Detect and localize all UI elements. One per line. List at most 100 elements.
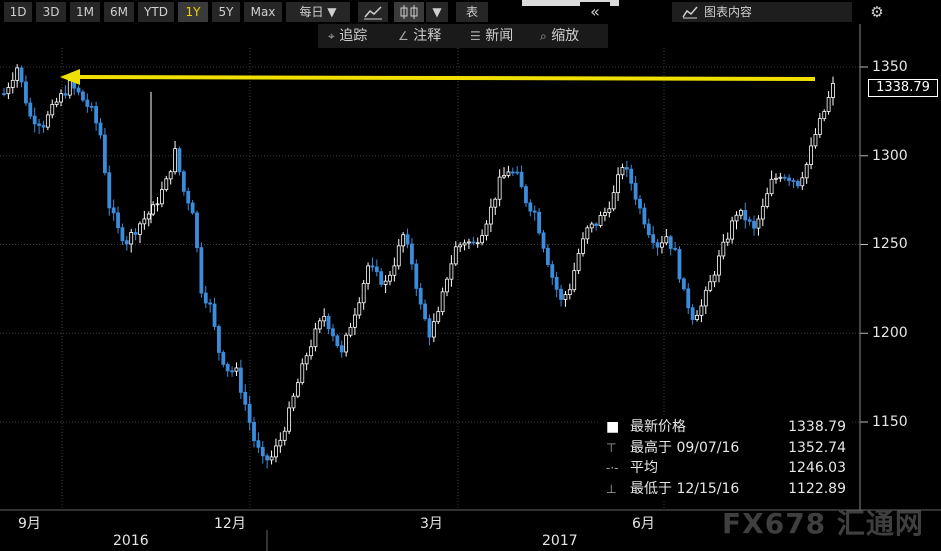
candle-body [550,264,555,278]
candle-body [445,278,449,293]
period-ytd-button[interactable]: YTD [138,2,174,22]
x-tick-jun: 6月 [632,516,655,532]
y-tick-1150: 1150 [872,414,908,430]
candle-body [611,192,616,210]
candle-body [199,247,204,294]
candle-body [331,328,335,337]
candle-body [361,283,366,304]
track-button[interactable]: ⌖ 追踪 [328,24,367,48]
annotate-button[interactable]: ∠ 注释 [398,24,441,48]
table-button[interactable]: 表 [456,2,488,22]
line-chart-icon[interactable] [358,2,388,22]
candle-body [32,115,37,125]
candlestick-icon[interactable] [394,2,424,22]
legend-high-label: 最高于 09/07/16 [630,439,740,456]
candle-body [129,232,134,245]
chart-tools-bar: ⌖ 追踪 ∠ 注释 ☰ 新闻 ⌕ 缩放 [318,24,608,48]
candle-body [730,220,735,240]
candle-body [195,212,199,249]
x-tick-mar: 3月 [420,516,443,532]
candle-body [677,249,682,280]
candle-body [594,223,599,226]
period-1d-button[interactable]: 1D [4,2,32,22]
candle-body [344,334,349,353]
magnifier-icon: ⌕ [540,29,547,43]
news-button[interactable]: ☰ 新闻 [470,24,513,48]
candle-body [743,210,748,221]
candle-body [76,87,81,93]
candle-body [800,177,805,187]
candle-body [651,234,656,244]
candle-body [107,172,112,209]
candle-body [269,456,274,461]
candle-body [668,236,673,249]
x-year-2017: 2017 [542,533,578,549]
chart-legend: ■ 最新价格 1338.79 ⊤ 最高于 09/07/16 1352.74 -·… [600,417,850,501]
candle-body [181,171,186,192]
candle-body [712,274,717,283]
x-tick-sep: 9月 [18,516,41,532]
period-max-button[interactable]: Max [244,2,282,22]
candle-body [532,210,537,213]
candle-body [317,320,322,330]
y-tick-1200: 1200 [872,325,908,341]
chart-type-dropdown[interactable]: ▼ [426,2,448,22]
candle-body [813,134,818,147]
candle-body [708,281,713,291]
gear-icon[interactable]: ⚙ [862,2,892,22]
double-chevron-left-icon[interactable]: « [580,2,610,22]
candle-body [265,455,270,461]
candle-body [366,265,370,284]
period-6m-button[interactable]: 6M [104,2,134,22]
candle-body [585,227,590,240]
legend-latest-value: 1338.79 [788,419,846,435]
chart-content-button[interactable]: 图表内容 [672,2,852,22]
period-1m-button[interactable]: 1M [70,2,100,22]
candle-body [313,328,318,348]
candle-body [392,265,397,276]
candle-body [89,105,94,108]
candle-body [221,352,226,365]
square-marker-icon: ■ [606,419,620,435]
candle-body [440,291,445,313]
candle-body [620,167,625,176]
x-year-2016: 2016 [113,533,149,549]
candle-body [247,403,252,423]
chart-content-icon [682,6,698,19]
candle-body [471,241,476,244]
x-tick-dec: 12月 [214,516,246,532]
legend-row-average: -·- 平均 1246.03 [600,458,850,479]
candle-body [37,123,41,126]
candle-body [186,190,191,204]
candle-body [124,240,129,245]
candle-body [519,171,524,188]
period-5y-button[interactable]: 5Y [212,2,240,22]
candle-body [45,114,50,128]
candle-body [173,148,177,173]
frequency-select[interactable]: 每日 ▼ [286,2,350,22]
candle-body [791,180,796,182]
candle-body [581,238,585,254]
candle-body [431,321,436,338]
candle-body [295,382,300,397]
candle-body [6,87,11,95]
legend-low-value: 1122.89 [788,480,846,497]
candle-body [427,318,432,338]
candle-body [243,391,248,405]
candle-body [506,171,511,176]
period-1y-button[interactable]: 1Y [178,2,208,22]
candle-body [467,241,471,244]
candle-body [804,164,809,179]
y-tick-1350: 1350 [872,59,908,75]
candle-body [217,326,221,353]
candle-body [488,206,493,225]
candle-body [335,335,340,347]
candle-body [717,255,721,276]
top-toolbar: 1D 3D 1M 6M YTD 1Y 5Y Max 每日 ▼ ▼ 表 « 图表内… [0,0,941,24]
candle-body [374,266,379,273]
zoom-button[interactable]: ⌕ 缩放 [540,24,579,48]
crosshair-icon: ⌖ [328,29,335,43]
period-3d-button[interactable]: 3D [36,2,66,22]
candle-body [383,280,388,285]
